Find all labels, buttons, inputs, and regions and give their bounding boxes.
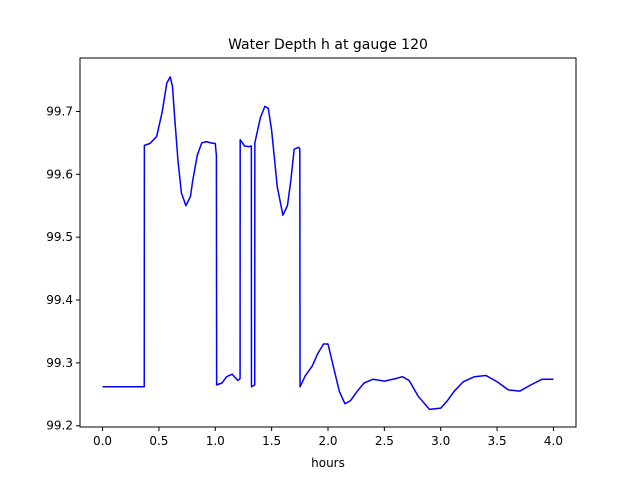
y-tick-label: 99.4 [46,293,73,307]
x-tick-label: 4.0 [544,434,563,448]
series-layer [102,76,554,411]
y-tick-label: 99.2 [46,419,73,433]
chart-title: Water Depth h at gauge 120 [228,37,428,53]
series-line-0 [102,76,554,411]
x-tick-label: 3.5 [488,434,507,448]
x-tick-label: 2.5 [375,434,394,448]
x-tick-label: 0.5 [149,434,168,448]
x-axis: 0.0 0.5 1.0 1.5 2.0 2.5 3.0 3.5 4.0 [93,427,563,448]
x-tick-label: 3.0 [431,434,450,448]
y-tick-label: 99.3 [46,356,73,370]
x-tick-label: 2.0 [318,434,337,448]
x-axis-label: hours [311,456,345,470]
y-tick-label: 99.5 [46,230,73,244]
x-tick-label: 1.0 [206,434,225,448]
x-tick-label: 0.0 [93,434,112,448]
y-tick-label: 99.6 [46,167,73,181]
x-tick-label: 1.5 [262,434,281,448]
y-axis: 99.2 99.3 99.4 99.5 99.6 99.7 [46,104,80,433]
plot-area [80,58,576,427]
y-tick-label: 99.7 [46,104,73,118]
